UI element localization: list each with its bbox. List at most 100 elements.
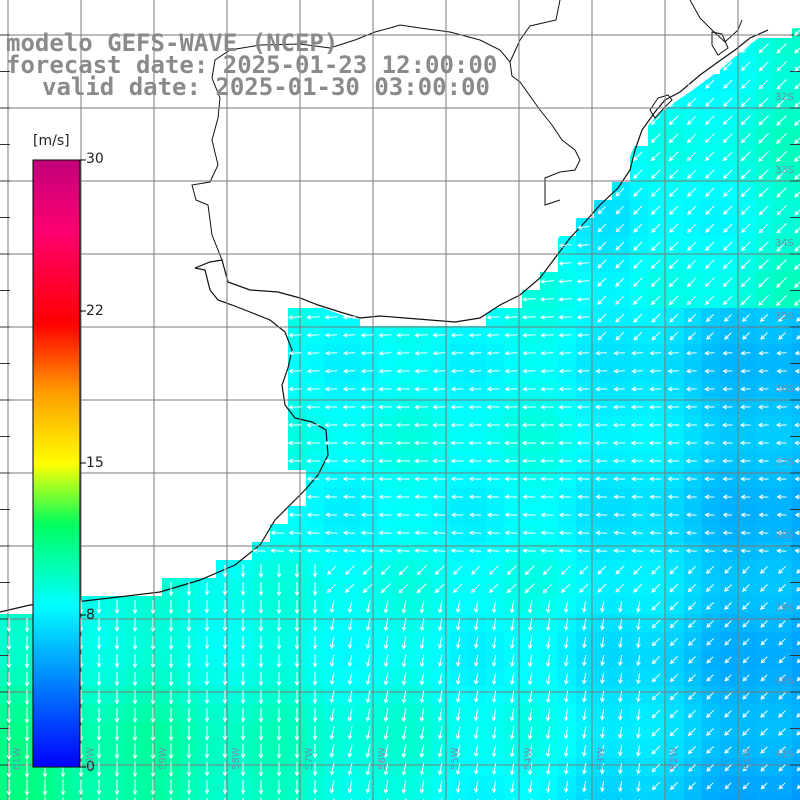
wind-arrow <box>468 404 482 410</box>
colorbar-ticks <box>80 159 86 768</box>
wind-arrow <box>648 440 662 446</box>
wind-arrow <box>401 672 407 686</box>
wind-arrow <box>724 710 732 718</box>
wind-arrow <box>724 602 732 610</box>
wind-arrow <box>686 277 697 288</box>
wind-arrow <box>705 584 714 593</box>
wind-arrow <box>600 655 605 667</box>
wind-arrow <box>312 636 318 650</box>
wind-arrow <box>778 620 786 628</box>
wind-arrow <box>186 600 192 615</box>
wind-arrow <box>342 350 356 356</box>
wind-arrow <box>222 743 228 759</box>
field-cell <box>198 794 216 800</box>
wind-arrow <box>545 762 551 776</box>
wind-arrow <box>258 582 264 597</box>
wind-arrow <box>522 404 536 410</box>
latitude-label: 36S <box>774 384 794 395</box>
wind-arrow <box>312 690 318 705</box>
wind-arrow <box>704 494 715 500</box>
wind-arrow <box>222 654 228 668</box>
wind-arrow <box>618 637 623 649</box>
field-cell <box>792 686 800 704</box>
wind-arrow <box>758 241 769 252</box>
wind-arrow <box>96 689 102 705</box>
wind-arrow <box>240 600 246 614</box>
wind-arrow <box>347 672 353 686</box>
wind-arrow <box>150 743 156 760</box>
wind-arrow <box>186 689 192 705</box>
wind-arrow <box>521 296 536 302</box>
wind-arrow <box>294 636 300 650</box>
wind-arrow <box>758 79 769 90</box>
wind-arrow <box>360 368 374 374</box>
wind-arrow <box>758 223 769 234</box>
wind-arrow <box>758 151 769 162</box>
wind-arrow <box>776 512 787 518</box>
wind-arrow <box>688 674 696 682</box>
wind-arrow <box>582 636 587 649</box>
wind-arrow <box>649 368 662 374</box>
wind-arrow <box>740 61 751 72</box>
wind-arrow <box>703 458 715 464</box>
wind-arrow <box>594 422 608 428</box>
wind-arrow <box>486 548 500 554</box>
wind-arrow <box>347 600 353 614</box>
wind-arrow <box>703 440 715 446</box>
wind-arrow <box>347 636 353 650</box>
wind-arrow <box>597 313 607 323</box>
longitude-label: 61W <box>12 747 23 770</box>
wind-arrow <box>294 618 300 633</box>
wind-arrow <box>204 600 210 614</box>
wind-arrow <box>276 600 282 615</box>
wind-arrow <box>775 458 787 464</box>
wind-arrow <box>452 565 463 576</box>
wind-arrow <box>276 564 282 579</box>
field-cell <box>702 794 720 800</box>
field-cell <box>792 776 800 794</box>
wind-arrow <box>778 566 786 574</box>
wind-arrow <box>509 762 515 776</box>
wind-arrow <box>723 61 733 71</box>
wind-arrow <box>704 151 715 162</box>
wind-arrow <box>758 61 769 72</box>
wind-arrow <box>401 780 407 794</box>
wind-arrow <box>132 743 138 760</box>
wind-arrow <box>760 782 768 790</box>
wind-arrow <box>294 582 300 597</box>
wind-arrow <box>432 386 446 392</box>
wind-arrow <box>577 368 590 374</box>
wind-arrow <box>775 404 787 410</box>
land-mask <box>0 0 800 322</box>
wind-arrow <box>468 476 482 482</box>
wind-arrow <box>312 654 318 668</box>
wind-arrow <box>651 691 661 701</box>
wind-arrow <box>468 530 482 536</box>
wind-arrow <box>396 404 410 410</box>
wind-arrow <box>450 422 464 428</box>
wind-arrow <box>473 780 479 794</box>
wind-arrow <box>414 404 428 410</box>
wind-arrow <box>132 618 138 633</box>
wind-arrow <box>450 476 464 482</box>
wind-arrow <box>222 761 228 777</box>
wind-arrow <box>504 494 518 500</box>
colorbar-tick-30: 30 <box>86 151 104 167</box>
wind-arrow <box>760 602 768 610</box>
wind-arrow <box>740 295 751 306</box>
wind-vectors <box>6 29 800 800</box>
wind-arrow <box>685 458 697 464</box>
wind-arrow <box>344 583 355 594</box>
wind-arrow <box>365 654 371 668</box>
wind-arrow <box>687 583 697 593</box>
field-cell <box>630 794 648 800</box>
wind-arrow <box>724 782 732 790</box>
wind-arrow <box>294 654 300 668</box>
wind-arrow <box>706 674 714 682</box>
wind-arrow <box>613 350 626 356</box>
wind-arrow <box>597 565 607 575</box>
wind-arrow <box>688 782 696 790</box>
wind-arrow <box>576 260 590 266</box>
wind-arrow <box>360 440 374 446</box>
wind-arrow <box>437 762 443 776</box>
